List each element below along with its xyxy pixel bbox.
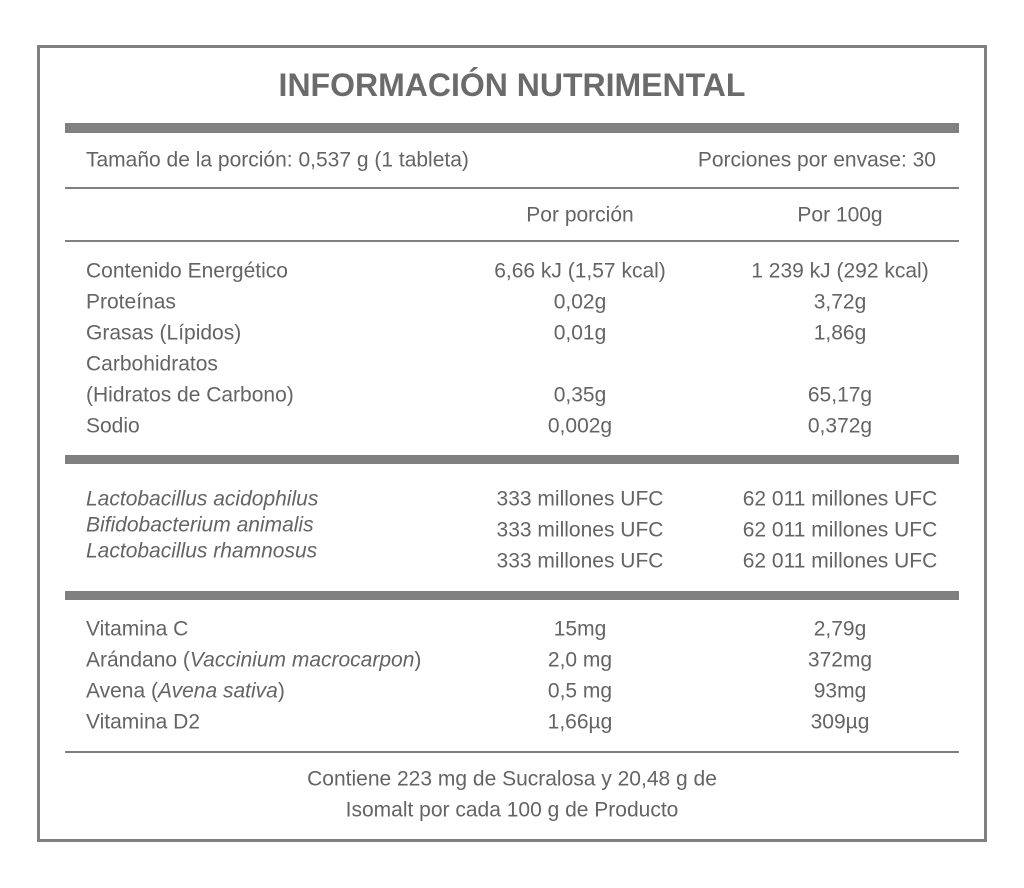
- per-100g: 93mg: [813, 679, 867, 703]
- per-100g: 309µg: [810, 710, 870, 734]
- name-part: Sodio: [86, 414, 140, 438]
- per-portion: 333 millones UFC: [496, 518, 664, 542]
- footer-line: Isomalt por cada 100 g de Producto: [345, 798, 679, 822]
- per-portion: 0,5 mg: [547, 679, 613, 703]
- row-name: Proteínas: [86, 292, 176, 313]
- footer-line: Contiene 223 mg de Sucralosa y 20,48 g d…: [307, 767, 717, 791]
- thick-rule: [65, 123, 959, 133]
- thin-rule: [65, 187, 959, 189]
- per-100g: 62 011 millones UFC: [742, 487, 938, 511]
- name-part: ): [277, 679, 285, 703]
- thick-rule: [65, 591, 959, 600]
- per-portion: 6,66 kJ (1,57 kcal): [494, 259, 666, 283]
- name-part: Avena sativa: [158, 679, 278, 703]
- row-name: Vitamina C: [86, 619, 188, 640]
- name-part: Grasas (Lípidos): [86, 321, 242, 345]
- row-name: Carbohidratos: [86, 352, 218, 376]
- per-portion: 0,01g: [553, 321, 607, 345]
- per-100g: 62 011 millones UFC: [742, 518, 938, 542]
- name-part: Proteínas: [86, 290, 176, 314]
- per-portion: 2,0 mg: [547, 648, 613, 672]
- servings-per-container: Porciones por envase: 30: [697, 148, 936, 172]
- per-portion: 0,35g: [553, 383, 607, 407]
- row-name: Grasas (Lípidos): [86, 323, 241, 344]
- row-name: (Hidratos de Carbono): [86, 383, 294, 407]
- per-100g: 2,79g: [813, 617, 867, 641]
- serving-size: Tamaño de la porción: 0,537 g (1 tableta…: [86, 148, 469, 172]
- row-name: Avena (Avena sativa): [86, 681, 285, 702]
- name-part: Vitamina C: [86, 617, 189, 641]
- name-part: Arándano (: [86, 648, 190, 672]
- per-portion: 333 millones UFC: [496, 549, 664, 573]
- name-part: Vaccinium macrocarpon: [189, 648, 415, 672]
- name-part: ): [414, 648, 422, 672]
- per-100g: 3,72g: [813, 290, 867, 314]
- per-portion: 1,66µg: [547, 710, 613, 734]
- column-header: Por 100g: [797, 203, 883, 227]
- title: INFORMACIÓN NUTRIMENTAL: [278, 67, 746, 103]
- probiotic-name: Lactobacillus rhamnosus: [86, 539, 318, 563]
- row-name: Arándano (Vaccinium macrocarpon): [86, 650, 421, 671]
- per-portion: 333 millones UFC: [496, 487, 664, 511]
- thin-rule: [65, 751, 959, 753]
- label-border: [37, 45, 987, 842]
- probiotic-name: Lactobacillus acidophilus: [86, 487, 319, 511]
- row-name: Vitamina D2: [86, 712, 200, 733]
- per-100g: 62 011 millones UFC: [742, 549, 938, 573]
- probiotic-name: Bifidobacterium animalis: [86, 513, 314, 537]
- per-100g: 1 239 kJ (292 kcal): [751, 259, 929, 283]
- column-header: Por porción: [526, 203, 634, 227]
- row-name: Contenido Energético: [86, 261, 288, 282]
- per-100g: 65,17g: [807, 383, 873, 407]
- row-name: Sodio: [86, 416, 140, 437]
- name-part: Contenido Energético: [86, 259, 288, 283]
- name-part: Avena (: [86, 679, 158, 703]
- per-portion: 0,02g: [553, 290, 607, 314]
- thick-rule: [65, 455, 959, 464]
- per-portion: 0,002g: [547, 414, 613, 438]
- per-100g: 372mg: [807, 648, 873, 672]
- thin-rule: [65, 240, 959, 242]
- per-100g: 0,372g: [807, 414, 873, 438]
- per-100g: 1,86g: [813, 321, 867, 345]
- name-part: Vitamina D2: [86, 710, 201, 734]
- per-portion: 15mg: [553, 617, 607, 641]
